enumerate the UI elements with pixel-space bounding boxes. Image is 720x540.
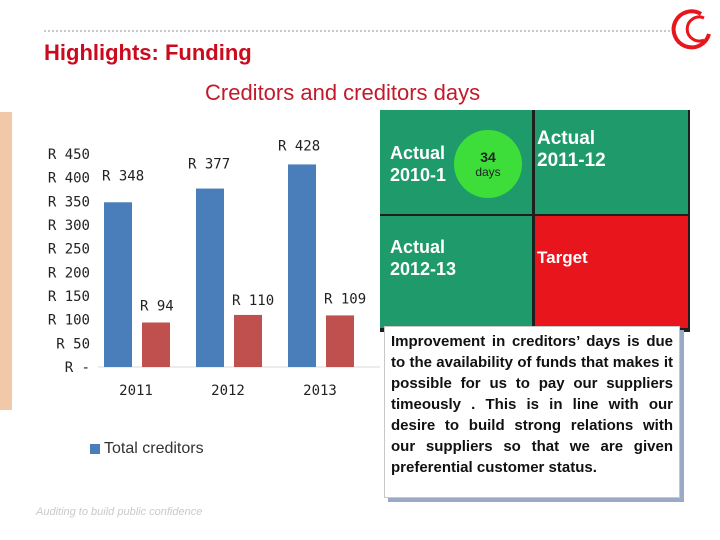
bar-creditors-days-2012 <box>234 314 262 367</box>
page-title: Highlights: Funding <box>44 40 252 65</box>
left-accent-bar <box>0 112 12 410</box>
matrix-label-bottom-right: Target <box>537 248 588 267</box>
matrix-cell-actual-2011: Actual 2011-12 <box>535 110 688 214</box>
bar-total-creditors-2013 <box>288 164 316 367</box>
bar-value-label-0-2013: R 428 <box>278 138 320 154</box>
y-tick-label-7: R 100 <box>48 313 90 329</box>
legend-swatch <box>90 444 100 454</box>
matrix-label-top-left: Actual 2010-1 <box>390 143 447 185</box>
y-tick-label-3: R 300 <box>48 218 90 234</box>
chart-legend: Total creditors <box>90 440 204 458</box>
matrix-label-bottom-left: Actual 2012-13 <box>390 237 457 279</box>
matrix-cell-target: Target <box>535 216 688 328</box>
matrix-label-top-right: Actual 2011-12 <box>537 128 606 171</box>
bar-creditors-days-2011 <box>142 322 170 367</box>
commentary-callout: Improvement in creditors’ days is due to… <box>384 326 680 498</box>
bar-total-creditors-2012 <box>196 188 224 367</box>
days-unit: days <box>475 165 501 179</box>
bar-value-label-0-2012: R 377 <box>188 157 230 173</box>
y-tick-label-9: R - <box>65 360 90 376</box>
bar-value-label-1-2013: R 109 <box>324 291 366 307</box>
footer-tagline: Auditing to build public confidence <box>36 506 203 518</box>
bar-value-label-1-2012: R 110 <box>232 293 274 309</box>
x-tick-label-2011: 2011 <box>119 383 153 399</box>
chart-title: Creditors and creditors days <box>205 80 481 105</box>
legend-label: Total creditors <box>104 440 204 457</box>
bar-value-label-1-2011: R 94 <box>140 299 174 315</box>
y-tick-label-6: R 150 <box>48 289 90 305</box>
x-tick-label-2013: 2013 <box>303 383 337 399</box>
bar-creditors-days-2013 <box>326 315 354 367</box>
bar-value-label-0-2011: R 348 <box>102 168 144 184</box>
y-tick-label-2: R 350 <box>48 194 90 210</box>
creditors-bar-chart: R 450 R 400 R 350 R 300 R 250 R 200 R 150 R 100… <box>48 138 380 399</box>
y-tick-label-8: R 50 <box>56 336 90 352</box>
y-tick-label-0: R 450 <box>48 147 90 163</box>
bar-total-creditors-2011 <box>104 202 132 367</box>
creditors-days-badge: 34 days <box>454 130 522 198</box>
commentary-text: Improvement in creditors’ days is due to… <box>391 333 673 476</box>
y-tick-label-4: R 250 <box>48 242 90 258</box>
header-divider <box>44 30 674 32</box>
logo-ring-icon <box>671 9 711 50</box>
y-tick-label-5: R 200 <box>48 265 90 281</box>
y-tick-label-1: R 400 <box>48 171 90 187</box>
x-tick-label-2012: 2012 <box>211 383 245 399</box>
days-count: 34 <box>480 149 496 165</box>
matrix-cell-actual-2012: Actual 2012-13 <box>380 216 532 328</box>
